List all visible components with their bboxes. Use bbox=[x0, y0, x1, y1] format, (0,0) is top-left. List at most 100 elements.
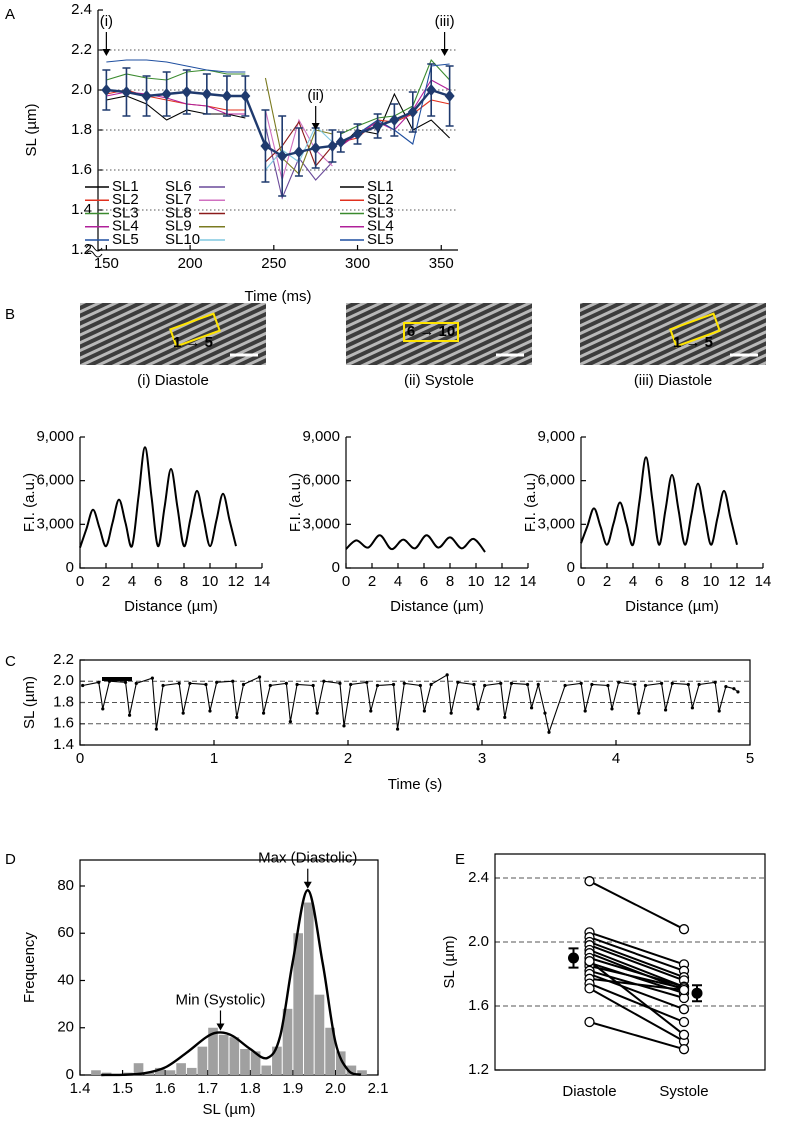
x-tick-label: 350 bbox=[429, 255, 454, 272]
pair-line bbox=[588, 960, 685, 1036]
annotation-arrow-head bbox=[440, 49, 449, 56]
marker bbox=[391, 682, 396, 687]
marker bbox=[315, 711, 319, 715]
mean-point bbox=[568, 952, 579, 964]
marker bbox=[141, 90, 152, 102]
marker bbox=[736, 690, 740, 694]
bar bbox=[218, 1034, 229, 1075]
y-tick-label: 2.4 bbox=[71, 1, 92, 18]
legend-label: SL3 bbox=[367, 204, 394, 221]
y-tick-label: 1.8 bbox=[53, 693, 74, 710]
marker bbox=[260, 140, 271, 152]
bar bbox=[165, 1070, 176, 1075]
marker bbox=[503, 715, 507, 719]
x-tick-label: 8 bbox=[681, 573, 689, 590]
panel-label: A bbox=[5, 6, 15, 23]
marker bbox=[583, 709, 587, 713]
data-line bbox=[345, 534, 486, 553]
x-tick-label: 0 bbox=[342, 573, 350, 590]
point bbox=[678, 924, 690, 935]
marker bbox=[181, 86, 192, 98]
marker bbox=[134, 681, 138, 685]
annotation-arrow-head bbox=[311, 123, 320, 130]
annotation: Max (Diastolic) bbox=[258, 850, 357, 867]
legend-label: SL2 bbox=[367, 191, 394, 208]
marker bbox=[610, 707, 614, 711]
marker bbox=[536, 682, 540, 687]
x-tick-label: 6 bbox=[420, 573, 428, 590]
panel-label: D bbox=[5, 851, 16, 868]
y-tick-label: 0 bbox=[567, 559, 575, 576]
bar bbox=[304, 902, 314, 1075]
bar bbox=[293, 933, 303, 1075]
data-line bbox=[106, 88, 450, 158]
roi-box bbox=[169, 312, 221, 348]
point bbox=[584, 876, 595, 887]
y-axis-title: F.I. (a.u.) bbox=[287, 473, 304, 532]
marker bbox=[369, 709, 373, 713]
marker bbox=[81, 683, 85, 688]
marker bbox=[181, 711, 185, 715]
image-caption: (iii) Diastole bbox=[634, 372, 712, 389]
marker bbox=[395, 727, 400, 731]
bar bbox=[346, 1065, 357, 1075]
marker bbox=[352, 128, 363, 140]
y-tick-label: 1.8 bbox=[71, 121, 92, 138]
marker bbox=[525, 682, 530, 687]
x-tick-label: 8 bbox=[446, 573, 454, 590]
bar bbox=[186, 1067, 197, 1075]
marker bbox=[257, 675, 262, 679]
marker bbox=[322, 679, 326, 683]
axis-frame bbox=[494, 853, 766, 1071]
y-tick-label: 1.2 bbox=[468, 1061, 489, 1078]
legend-label: SL5 bbox=[112, 231, 139, 248]
roi-label: 1 → 5 bbox=[173, 334, 213, 351]
y-tick-label: 1.4 bbox=[53, 736, 74, 753]
y-tick-label: 1.6 bbox=[53, 715, 74, 732]
annotation-arrow-head bbox=[303, 881, 312, 889]
marker bbox=[456, 680, 460, 684]
legend-label: SL8 bbox=[165, 204, 192, 221]
marker bbox=[717, 709, 721, 713]
bar bbox=[261, 1065, 272, 1075]
legend-label: SL9 bbox=[165, 218, 192, 235]
pair-line bbox=[589, 941, 685, 979]
marker bbox=[606, 683, 610, 688]
bar bbox=[314, 994, 325, 1075]
y-axis-title: SL (µm) bbox=[21, 676, 38, 729]
marker bbox=[690, 706, 694, 710]
y-tick-label: 2.4 bbox=[468, 869, 489, 886]
x-axis-title: Time (s) bbox=[388, 776, 442, 793]
marker bbox=[338, 681, 342, 685]
x-axis-title: Distance (µm) bbox=[124, 598, 218, 615]
marker bbox=[127, 713, 132, 717]
marker bbox=[472, 682, 476, 687]
marker bbox=[483, 683, 487, 688]
legend-label: SL5 bbox=[367, 231, 394, 248]
image-caption: (i) Diastole bbox=[137, 372, 209, 389]
marker bbox=[579, 681, 583, 685]
marker bbox=[335, 136, 346, 148]
marker bbox=[288, 720, 292, 724]
pair-line bbox=[589, 987, 685, 1043]
marker bbox=[724, 684, 728, 689]
marker bbox=[637, 711, 641, 715]
marker bbox=[161, 683, 165, 688]
y-tick-label: 40 bbox=[57, 971, 74, 988]
axis-frame bbox=[79, 437, 262, 569]
x-tick-label: 14 bbox=[254, 573, 271, 590]
marker bbox=[633, 682, 637, 687]
x-tick-label: 4 bbox=[629, 573, 637, 590]
marker bbox=[221, 90, 232, 102]
legend-label: SL1 bbox=[367, 178, 394, 195]
y-tick-label: 6,000 bbox=[36, 472, 74, 489]
marker bbox=[617, 680, 621, 684]
x-tick-label: 2 bbox=[344, 750, 352, 767]
marker bbox=[445, 673, 449, 677]
point bbox=[678, 1029, 690, 1040]
marker bbox=[277, 150, 288, 162]
x-tick-label: 1.9 bbox=[282, 1080, 303, 1097]
marker bbox=[204, 682, 208, 687]
marker bbox=[215, 680, 219, 684]
y-axis-title: Frequency bbox=[21, 932, 38, 1003]
